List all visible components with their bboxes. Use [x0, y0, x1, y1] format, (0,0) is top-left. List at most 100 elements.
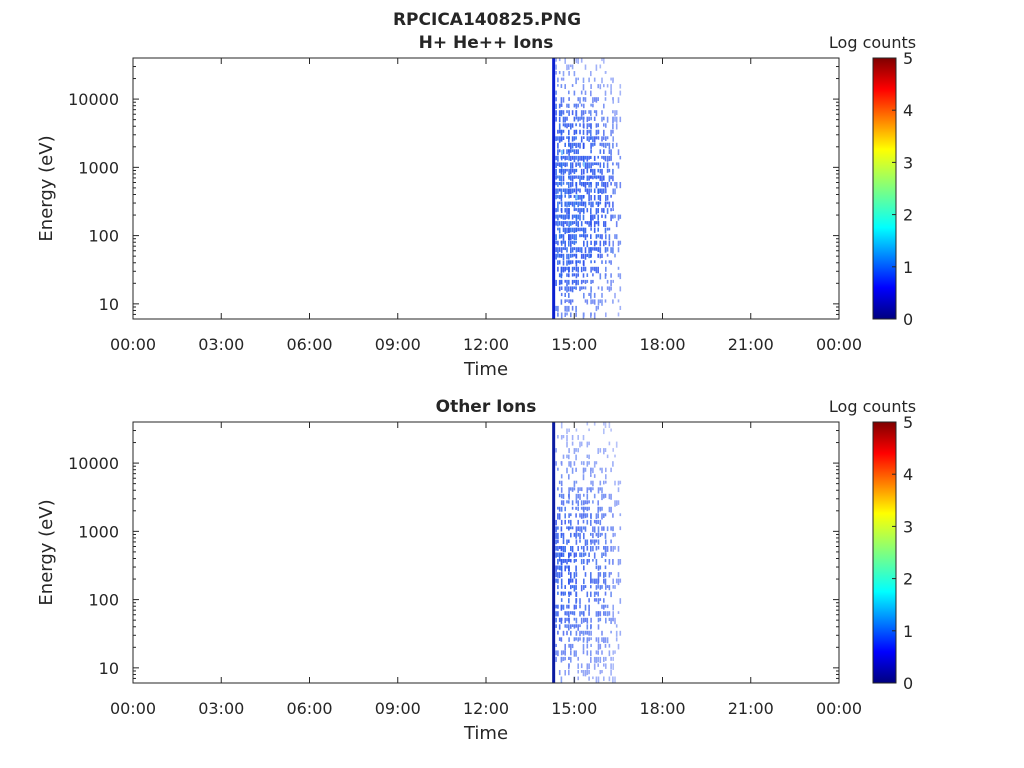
data-cell: [557, 435, 559, 439]
data-cell: [555, 214, 557, 219]
data-cell: [570, 168, 572, 175]
data-cell: [603, 448, 605, 455]
data-cell: [597, 448, 599, 454]
data-cell: [568, 97, 570, 101]
data-cell: [566, 253, 568, 260]
data-cell: [590, 188, 592, 193]
data-cell: [610, 546, 612, 552]
data-cell: [603, 526, 605, 531]
data-cell: [571, 221, 574, 225]
data-cell: [605, 585, 607, 590]
data-cell: [597, 650, 599, 655]
data-cell: [568, 292, 570, 298]
data-cell: [558, 221, 561, 226]
data-cell: [606, 279, 609, 284]
data-cell: [597, 155, 599, 159]
data-cell: [610, 208, 612, 212]
data-cell: [557, 532, 559, 539]
x-tick-label: 12:00: [463, 335, 509, 354]
data-cell: [593, 266, 596, 272]
data-cell: [566, 467, 568, 474]
data-cell: [605, 234, 607, 240]
data-cell: [573, 552, 576, 558]
data-cell: [615, 110, 618, 115]
data-cell: [566, 312, 568, 316]
data-cell: [608, 493, 611, 500]
data-cell: [590, 175, 592, 179]
data-cell: [588, 110, 590, 114]
data-cell: [599, 656, 602, 663]
data-cell: [571, 136, 574, 142]
data-cell: [579, 175, 581, 182]
data-cell: [584, 604, 587, 611]
figure-title: RPCICA140825.PNG: [393, 10, 581, 30]
data-cell: [564, 513, 566, 519]
data-cell: [555, 519, 557, 526]
data-cell: [580, 441, 583, 447]
data-cell: [583, 208, 585, 214]
data-cell: [597, 617, 600, 623]
data-cell: [584, 670, 587, 677]
data-cell: [560, 591, 563, 595]
data-cell: [579, 201, 581, 206]
data-cell: [605, 312, 607, 318]
data-cell: [566, 149, 568, 155]
data-cell: [595, 461, 598, 465]
data-cell: [568, 221, 570, 228]
data-cell: [557, 630, 559, 635]
data-cell: [571, 84, 574, 87]
data-cell: [590, 103, 592, 107]
data-cell: [603, 546, 605, 550]
data-cell: [555, 643, 557, 647]
data-cell: [557, 84, 559, 87]
data-cell: [590, 201, 592, 208]
x-axis-label: Time: [463, 723, 508, 744]
data-cell: [610, 539, 612, 544]
data-cell: [614, 110, 616, 117]
data-cell: [575, 539, 578, 545]
data-cell: [579, 214, 581, 221]
data-cell: [575, 273, 578, 279]
data-cell: [588, 123, 590, 128]
data-cell: [568, 591, 570, 597]
data-cell: [597, 637, 600, 644]
data-cell: [614, 617, 616, 625]
data-cell: [608, 155, 611, 162]
data-cell: [584, 506, 587, 510]
data-cell: [571, 286, 574, 293]
data-cell: [597, 487, 600, 494]
data-cell: [562, 539, 565, 544]
data-cell: [583, 461, 585, 466]
data-cell: [557, 149, 559, 156]
data-cell: [593, 598, 596, 602]
data-cell: [599, 253, 602, 259]
data-cell: [599, 273, 602, 280]
data-cell: [579, 116, 581, 121]
data-cell: [558, 513, 561, 520]
data-cell: [570, 572, 572, 579]
data-cell: [603, 676, 605, 681]
data-cell: [555, 578, 557, 583]
data-cell: [588, 201, 590, 206]
data-cell: [582, 650, 585, 655]
data-cell: [570, 162, 572, 169]
data-cell: [570, 611, 572, 615]
data-cell: [614, 214, 616, 219]
data-cell: [562, 129, 565, 133]
data-cell: [588, 221, 590, 227]
data-cell: [586, 253, 589, 257]
data-cell: [605, 136, 607, 141]
data-cell: [590, 572, 592, 579]
data-cell: [575, 480, 578, 484]
data-cell: [560, 182, 563, 187]
data-cell: [568, 149, 570, 156]
data-cell: [562, 266, 565, 273]
data-cell: [601, 110, 603, 115]
data-cell: [597, 585, 599, 589]
data-cell: [612, 656, 614, 661]
data-cell: [557, 162, 559, 166]
data-cell: [570, 532, 572, 538]
data-cell: [560, 292, 563, 297]
data-cell: [557, 247, 559, 254]
data-cell: [590, 142, 592, 149]
